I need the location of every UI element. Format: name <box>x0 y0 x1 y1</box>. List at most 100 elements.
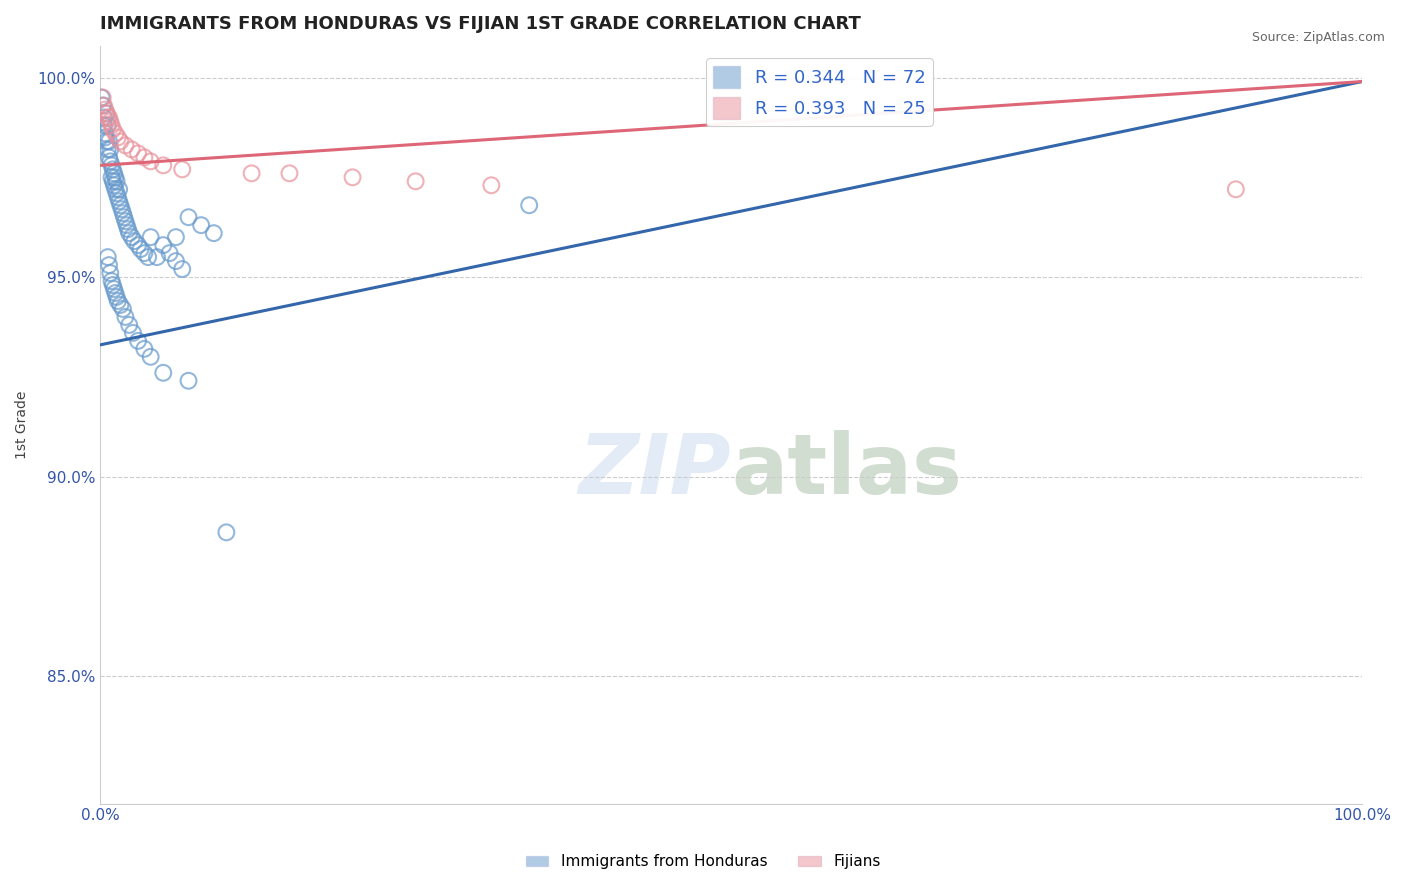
Point <box>105 174 128 188</box>
Point <box>101 162 124 177</box>
Point <box>98 142 121 156</box>
Point <box>165 254 187 268</box>
Point <box>121 142 143 156</box>
Point <box>111 301 134 316</box>
Point <box>94 127 117 141</box>
Point <box>100 274 122 288</box>
Point <box>96 106 118 120</box>
Point <box>152 158 174 172</box>
Legend: R = 0.344   N = 72, R = 0.393   N = 25: R = 0.344 N = 72, R = 0.393 N = 25 <box>706 59 932 126</box>
Point <box>114 310 136 324</box>
Point <box>172 162 194 177</box>
Point <box>165 230 187 244</box>
Point <box>278 166 301 180</box>
Point <box>107 293 129 308</box>
Text: ZIP: ZIP <box>578 430 731 510</box>
Point <box>101 174 124 188</box>
Point <box>101 122 124 136</box>
Point <box>100 158 122 172</box>
Point <box>134 246 156 260</box>
Point <box>139 350 162 364</box>
Point <box>177 211 200 225</box>
Point <box>111 206 134 220</box>
Point <box>98 154 121 169</box>
Point <box>96 135 118 149</box>
Point <box>110 198 132 212</box>
Point <box>108 194 131 209</box>
Point <box>215 525 238 540</box>
Point <box>136 250 159 264</box>
Point <box>342 170 364 185</box>
Point <box>118 226 141 240</box>
Point <box>517 198 540 212</box>
Text: Source: ZipAtlas.com: Source: ZipAtlas.com <box>1251 31 1385 45</box>
Point <box>114 138 136 153</box>
Point <box>152 238 174 252</box>
Point <box>190 218 212 232</box>
Point <box>103 282 125 296</box>
Point <box>104 182 127 196</box>
Point <box>98 150 121 164</box>
Point <box>202 226 225 240</box>
Point <box>94 103 117 117</box>
Point <box>172 262 194 277</box>
Legend: Immigrants from Honduras, Fijians: Immigrants from Honduras, Fijians <box>519 848 887 875</box>
Point <box>104 285 127 300</box>
Point <box>111 202 134 217</box>
Point <box>98 266 121 280</box>
Point <box>97 111 120 125</box>
Point <box>93 98 115 112</box>
Point <box>90 90 112 104</box>
Point <box>240 166 263 180</box>
Text: IMMIGRANTS FROM HONDURAS VS FIJIAN 1ST GRADE CORRELATION CHART: IMMIGRANTS FROM HONDURAS VS FIJIAN 1ST G… <box>100 15 860 33</box>
Point <box>110 135 132 149</box>
Point <box>105 290 128 304</box>
Point <box>110 298 132 312</box>
Point <box>100 170 122 185</box>
Point <box>139 154 162 169</box>
Point <box>96 106 118 120</box>
Point <box>104 170 127 185</box>
Point <box>101 278 124 293</box>
Point <box>91 98 114 112</box>
Point <box>117 222 139 236</box>
Point <box>121 230 143 244</box>
Point <box>115 218 138 232</box>
Point <box>93 119 115 133</box>
Y-axis label: 1st Grade: 1st Grade <box>15 391 30 458</box>
Point <box>105 186 128 201</box>
Point <box>107 190 129 204</box>
Point <box>127 146 149 161</box>
Point <box>98 258 121 272</box>
Point <box>108 182 131 196</box>
Point <box>134 342 156 356</box>
Point <box>139 230 162 244</box>
Point <box>1225 182 1247 196</box>
Point <box>103 166 125 180</box>
Point <box>127 334 149 348</box>
Point <box>146 250 169 264</box>
Text: atlas: atlas <box>731 430 962 510</box>
Point <box>97 119 120 133</box>
Point <box>98 135 121 149</box>
Point <box>104 127 127 141</box>
Point <box>98 111 121 125</box>
Point <box>91 90 114 104</box>
Point <box>114 214 136 228</box>
Point <box>107 130 129 145</box>
Point <box>94 130 117 145</box>
Point <box>112 211 135 225</box>
Point <box>479 178 502 193</box>
Point <box>97 250 120 264</box>
Point <box>177 374 200 388</box>
Point <box>405 174 427 188</box>
Point <box>100 119 122 133</box>
Point <box>129 242 152 256</box>
Point <box>134 150 156 164</box>
Point <box>103 178 125 193</box>
Point <box>127 238 149 252</box>
Point <box>97 142 120 156</box>
Point <box>159 246 181 260</box>
Point <box>98 114 121 128</box>
Point <box>93 111 115 125</box>
